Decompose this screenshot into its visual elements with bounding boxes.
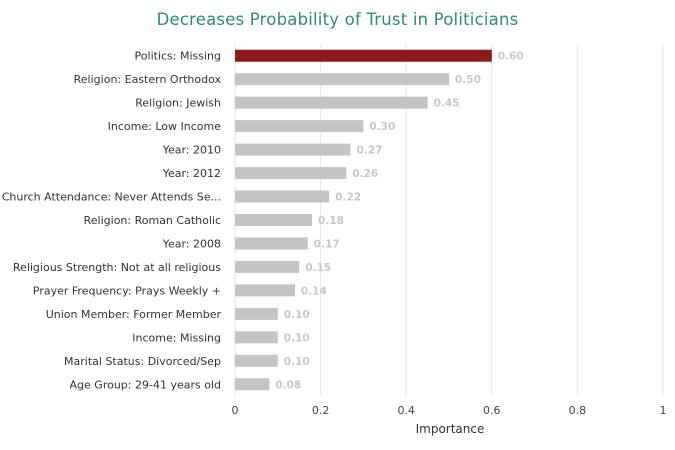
value-label: 0.50 [455,74,481,86]
bar [235,49,492,62]
category-label: Religion: Roman Catholic [84,214,221,227]
x-axis-title: Importance [416,422,485,436]
x-tick-label: 0.6 [483,404,501,417]
category-label: Year: 2012 [162,167,221,180]
value-label: 0.15 [305,262,331,274]
value-label: 0.26 [352,168,378,180]
value-label: 0.10 [284,332,310,344]
bar [235,307,278,320]
bar [235,378,270,391]
bar [235,214,313,226]
value-label: 0.45 [434,98,460,110]
value-label: 0.27 [357,145,383,157]
category-label: Income: Missing [132,331,221,344]
x-tick-label: 0.8 [569,404,587,417]
category-label: Age Group: 29-41 years old [70,378,221,391]
bar [235,260,300,273]
category-labels: Politics: Missing Religion: Eastern Ortho… [2,50,222,392]
category-label: Year: 2008 [162,237,221,250]
category-label: Union Member: Former Member [46,308,222,321]
x-tick-label: 0.4 [397,404,415,417]
bar [235,237,308,250]
category-label: Religion: Jewish [135,97,221,110]
x-tick-label: 0.2 [312,404,330,417]
value-label: 0.60 [498,51,524,63]
category-label: Prayer Frequency: Prays Weekly + [33,284,221,297]
category-label: Religion: Eastern Orthodox [74,73,222,86]
value-label: 0.22 [335,192,361,204]
value-label: 0.10 [284,309,310,321]
bar [235,143,351,156]
x-tick-label: 0 [232,404,239,417]
bar [235,190,330,203]
bar [235,331,278,344]
category-label: Year: 2010 [162,144,221,157]
value-label: 0.10 [284,356,310,368]
bar [235,120,364,133]
category-label: Marital Status: Divorced/Sep [64,355,221,368]
category-label: Politics: Missing [135,50,221,63]
bar [235,96,428,109]
bar [235,284,295,297]
chart-title: Decreases Probability of Trust in Politi… [156,10,519,29]
bar [235,73,449,86]
value-label: 0.08 [275,379,301,391]
value-label: 0.14 [301,285,327,297]
bars [235,49,492,391]
value-labels: 0.60 0.50 0.45 0.30 0.27 0.26 0.22 0.18 0.17 0.15… [275,51,523,392]
bar [235,167,347,180]
bar [235,354,278,367]
x-axis-ticks: 0 0.2 0.4 0.6 0.8 1 [232,404,667,417]
category-label: Income: Low Income [108,120,222,133]
value-label: 0.30 [369,121,395,133]
x-tick-label: 1 [660,404,667,417]
category-label: Church Attendance: Never Attends Se... [2,191,221,204]
value-label: 0.17 [314,238,340,250]
category-label: Religious Strength: Not at all religious [13,261,221,274]
value-label: 0.18 [318,215,344,227]
